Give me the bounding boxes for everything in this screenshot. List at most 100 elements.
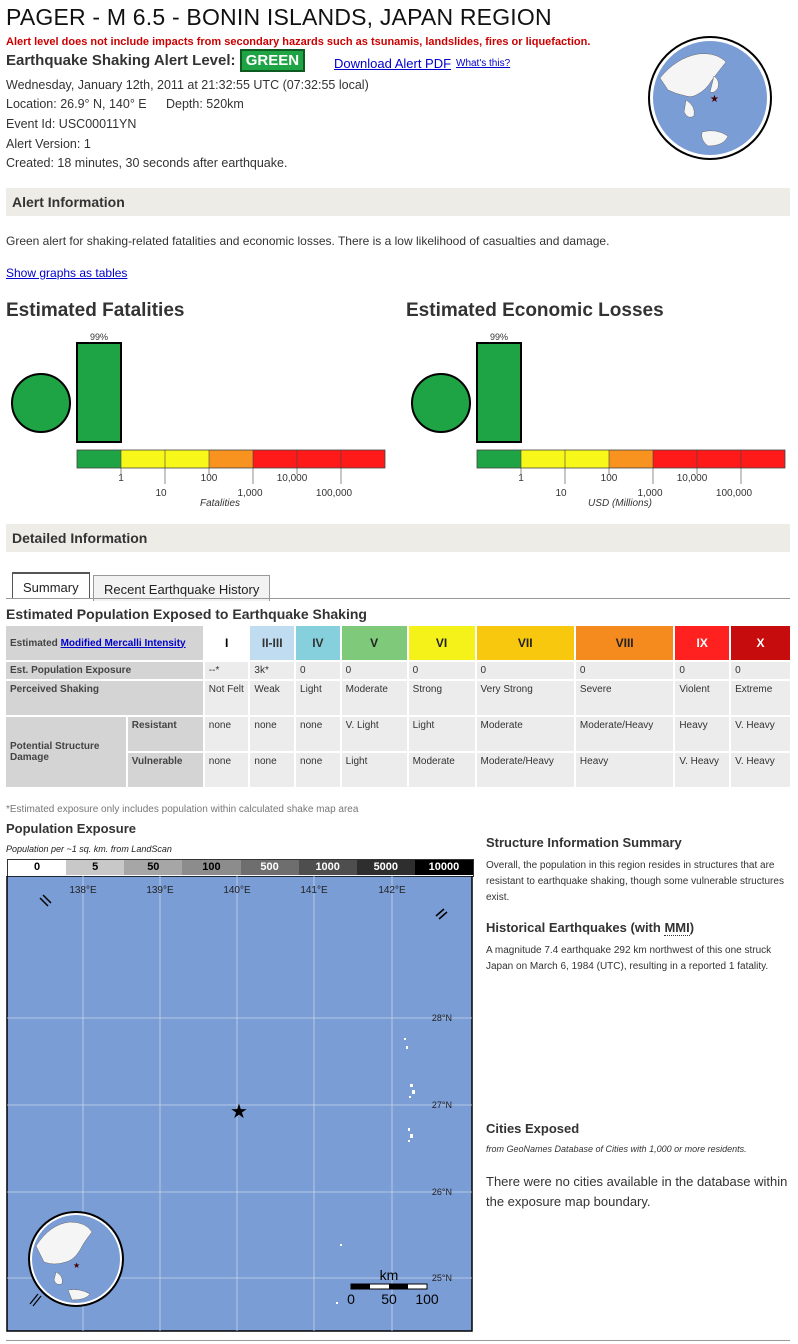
cities-exposed-title: Cities Exposed [486, 1121, 580, 1136]
losses-chart: 99% 1 100 10,000 10 1,000 100,000 USD (M… [411, 332, 786, 509]
cities-source: from GeoNames Database of Cities with 1,… [486, 1144, 747, 1154]
table-cell: none [296, 753, 340, 787]
losses-title: Estimated Economic Losses [406, 300, 664, 321]
population-exposure-map: 138°E 139°E 140°E 141°E 142°E 28°N 27°N … [6, 876, 473, 1332]
loss-tick-10000: 10,000 [677, 473, 708, 484]
table-cell: --* [204, 662, 249, 679]
tab-recent-earthquake-history[interactable]: Recent Earthquake History [93, 575, 271, 601]
lat-label-25: 25°N [432, 1273, 452, 1283]
probability-label: 99% [490, 332, 508, 342]
legend-cell: 5000 [356, 860, 415, 875]
table-cell: 0 [476, 662, 574, 679]
created-time: Created: 18 minutes, 30 seconds after ea… [6, 156, 288, 170]
table-cell: none [250, 753, 295, 787]
historical-earthquakes-text: A magnitude 7.4 earthquake 292 km northw… [486, 945, 772, 972]
whats-this-link[interactable]: What's this? [456, 58, 511, 69]
probability-label: 99% [90, 332, 108, 342]
table-footnote: *Estimated exposure only includes popula… [6, 804, 359, 815]
table-cell: Strong [408, 681, 475, 715]
table-cell: Moderate/Heavy [476, 753, 574, 787]
table-cell: V. Heavy [731, 717, 790, 751]
inset-globe: ★ [28, 1211, 124, 1307]
table-row-mmi: Estimated Modified Mercalli Intensity I … [6, 626, 790, 660]
mmi-iv: IV [296, 626, 340, 660]
table-cell: 3k* [250, 662, 295, 679]
table-cell: Moderate [408, 753, 475, 787]
detailed-info-heading: Detailed Information [12, 530, 148, 546]
table-row-vulnerable: Vulnerable none none none Light Moderate… [6, 753, 790, 787]
structure-summary-title: Structure Information Summary [486, 835, 682, 850]
table-cell: V. Light [341, 717, 407, 751]
scale-label-50: 50 [381, 1291, 397, 1307]
detailed-info-header: Detailed Information [6, 524, 790, 552]
alert-level-label: Earthquake Shaking Alert Level: [6, 52, 236, 69]
show-tables-link[interactable]: Show graphs as tables [6, 266, 128, 280]
table-cell: 0 [575, 662, 674, 679]
loss-tick-1000: 1,000 [637, 488, 662, 499]
lon-label-139: 139°E [146, 885, 174, 896]
mmi-abbr: MMI [664, 920, 690, 936]
losses-axis-label: USD (Millions) [588, 498, 652, 509]
table-cell: Moderate [341, 681, 407, 715]
loss-tick-100: 100 [601, 473, 618, 484]
alert-info-header: Alert Information [6, 188, 790, 216]
row-label-damage: Potential Structure Damage [6, 717, 126, 787]
mmi-link[interactable]: Modified Mercalli Intensity [60, 637, 186, 649]
fat-tick-1000: 1,000 [237, 488, 262, 499]
probability-bar [476, 342, 522, 443]
mmi-ii-iii: II-III [250, 626, 295, 660]
table-cell: Very Strong [476, 681, 574, 715]
table-cell: Moderate/Heavy [575, 717, 674, 751]
bonin-islands [336, 1038, 415, 1304]
tab-summary[interactable]: Summary [12, 572, 90, 599]
table-cell: V. Heavy [675, 753, 730, 787]
page-title: PAGER - M 6.5 - BONIN ISLANDS, JAPAN REG… [6, 4, 552, 30]
mmi-vi: VI [408, 626, 475, 660]
table-cell: Not Felt [204, 681, 249, 715]
mmi-ix: IX [675, 626, 730, 660]
mmi-viii: VIII [575, 626, 674, 660]
mmi-v: V [341, 626, 407, 660]
population-map-title: Population Exposure [6, 821, 137, 836]
globe-locator-map: ★ [648, 36, 772, 160]
table-cell: Light [408, 717, 475, 751]
table-cell: none [250, 717, 295, 751]
mmi-i: I [204, 626, 249, 660]
table-cell: Weak [250, 681, 295, 715]
legend-cell: 10000 [414, 860, 473, 875]
fatalities-title: Estimated Fatalities [6, 300, 185, 321]
lon-label-140: 140°E [223, 885, 251, 896]
table-cell: 0 [731, 662, 790, 679]
table-row-resistant: Potential Structure Damage Resistant non… [6, 717, 790, 787]
table-row-shaking: Perceived Shaking Not Felt Weak Light Mo… [6, 681, 790, 715]
legend-cell: 50 [124, 860, 183, 875]
population-map-subtitle: Population per ~1 sq. km. from LandScan [6, 844, 172, 854]
loss-tick-100000: 100,000 [716, 488, 753, 499]
lat-label-27: 27°N [432, 1100, 452, 1110]
legend-cell: 1000 [298, 860, 357, 875]
lon-label-138: 138°E [69, 885, 97, 896]
table-cell: none [296, 717, 340, 751]
table-cell: Violent [675, 681, 730, 715]
cities-exposed-text: There were no cities available in the da… [486, 1174, 788, 1209]
fatalities-alert-circle [11, 373, 71, 433]
row-label-resistant: Resistant [127, 717, 203, 751]
fat-tick-100000: 100,000 [316, 488, 353, 499]
alert-version: Alert Version: 1 [6, 137, 91, 151]
trench-marks-icon [39, 894, 448, 920]
table-cell: 0 [408, 662, 475, 679]
population-exposure-table: Estimated Modified Mercalli Intensity I … [4, 624, 792, 789]
loss-tick-10: 10 [555, 488, 567, 499]
table-cell: V. Heavy [731, 753, 790, 787]
alert-info-text: Green alert for shaking-related fataliti… [6, 234, 610, 248]
legend-cell: 100 [182, 860, 241, 875]
scale-bar: km 0 50 100 [347, 1267, 439, 1307]
event-datetime: Wednesday, January 12th, 2011 at 21:32:5… [6, 78, 369, 92]
table-cell: Heavy [575, 753, 674, 787]
download-pdf-link[interactable]: Download Alert PDF [334, 56, 452, 71]
structure-summary-text: Overall, the population in this region r… [486, 860, 784, 903]
population-legend: 0 5 50 100 500 1000 5000 10000 [7, 859, 474, 877]
fat-tick-100: 100 [201, 473, 218, 484]
historical-earthquakes-title: Historical Earthquakes (with MMI) [486, 920, 694, 936]
fat-tick-1: 1 [118, 473, 124, 484]
